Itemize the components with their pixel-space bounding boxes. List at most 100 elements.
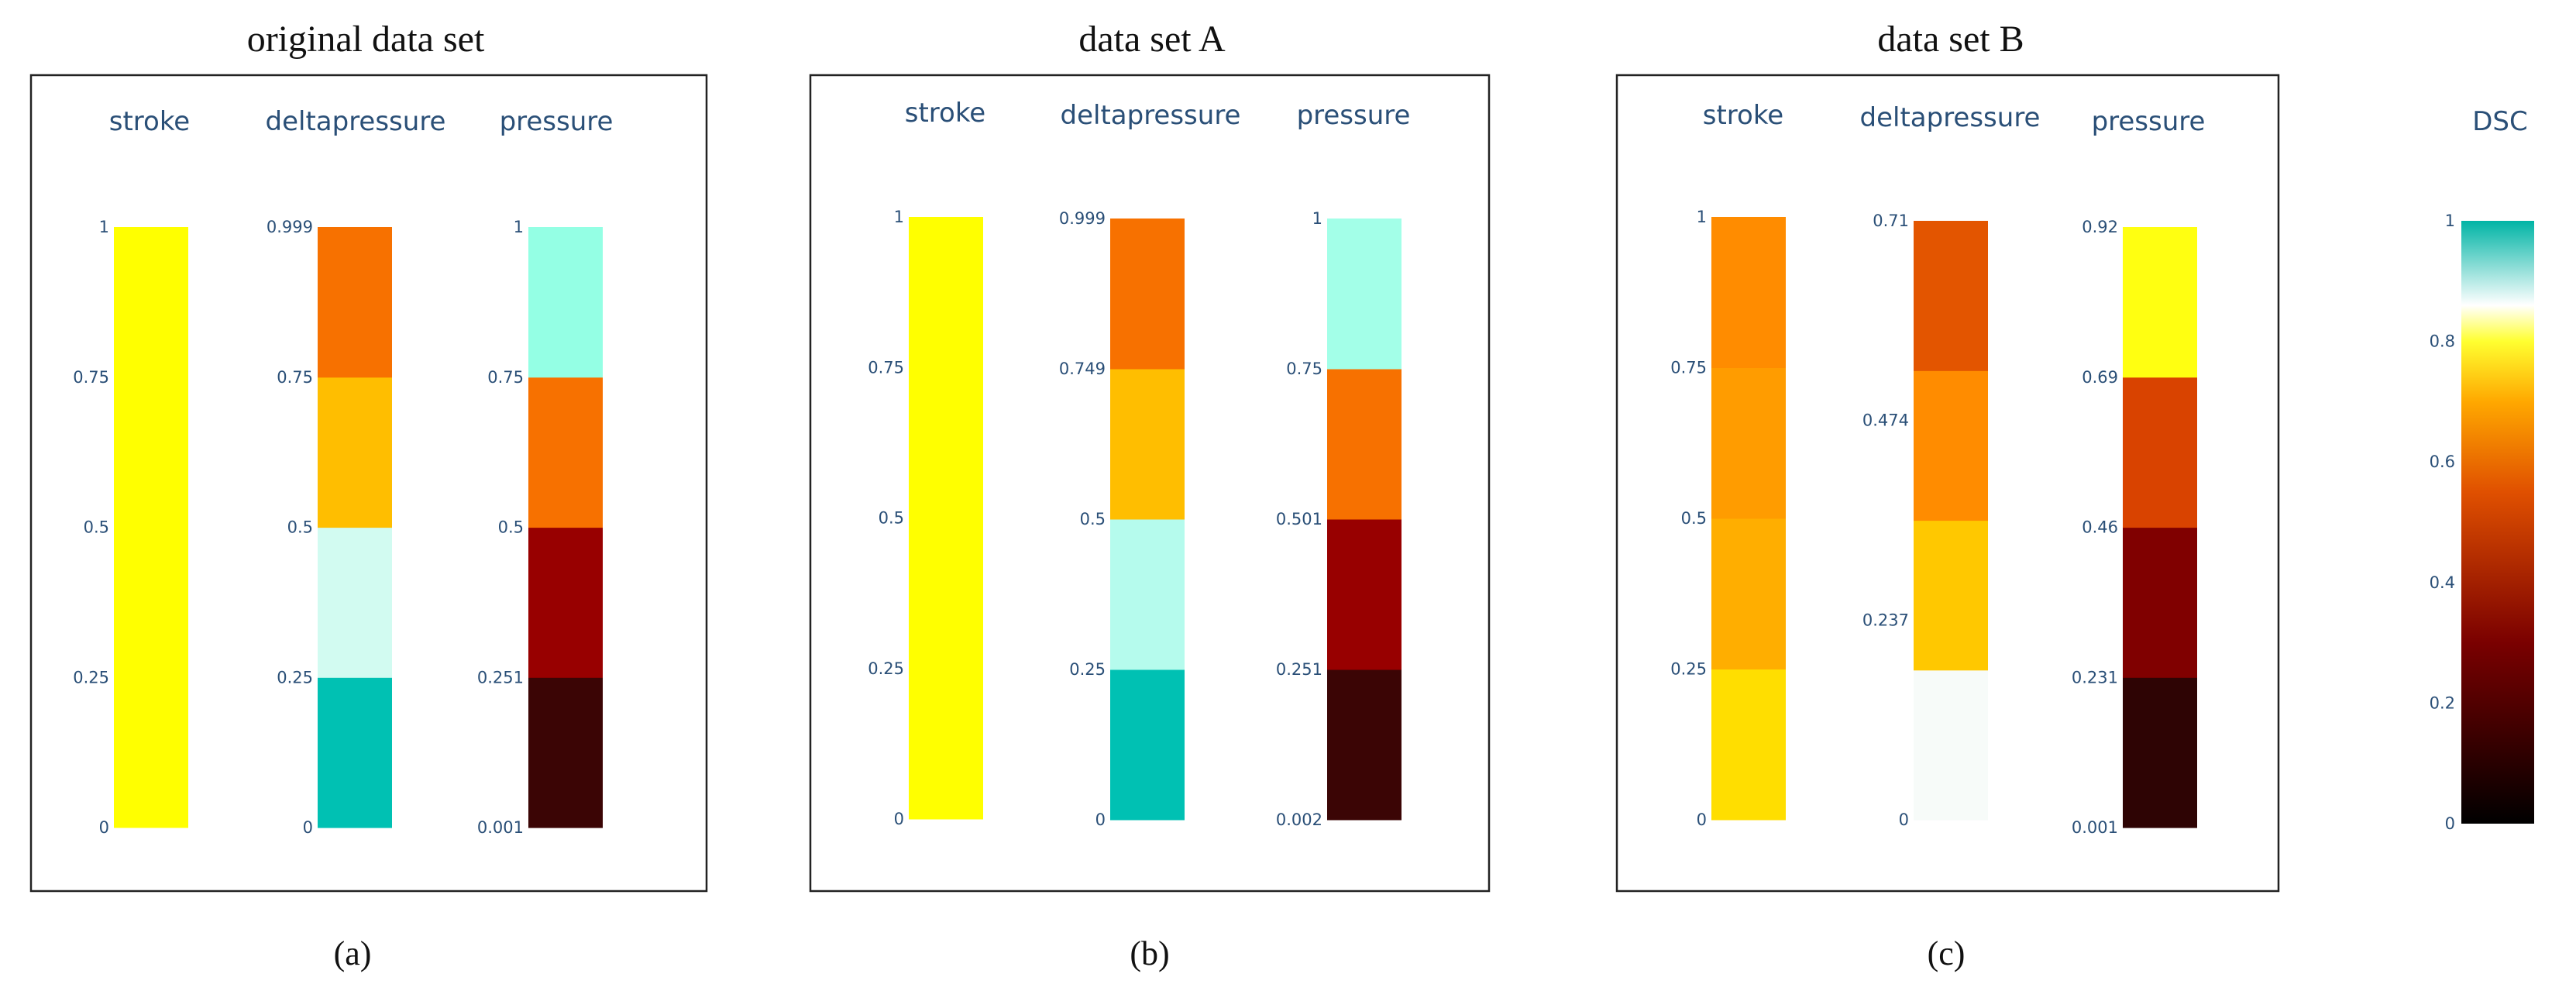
tick-label: 0.5: [498, 518, 524, 537]
tick-label: 1: [1697, 208, 1707, 226]
column-label-pressure: pressure: [2092, 106, 2206, 137]
tick-label: 0.251: [477, 668, 524, 687]
tick-label: 0: [894, 810, 904, 828]
tick-label: 0: [1095, 810, 1106, 829]
panel-title: data set A: [1078, 19, 1226, 60]
panel-frame: [1615, 74, 2280, 893]
tick-label: 0.251: [1276, 660, 1322, 679]
bar-segment-stroke-0: [1711, 669, 1786, 821]
bar-segment-deltapressure-3: [1914, 221, 1988, 371]
caption: (b): [1130, 934, 1169, 972]
tick-label: 0.999: [1059, 209, 1106, 228]
tick-label: 0.001: [2072, 818, 2118, 837]
bar-segment-pressure-0: [528, 677, 603, 828]
tick-label: 0.25: [1670, 660, 1707, 679]
tick-label: 0.75: [277, 368, 313, 387]
tick-label: 0.75: [1670, 359, 1707, 377]
tick-label: 0.75: [1286, 360, 1322, 378]
tick-label: 1: [99, 218, 109, 236]
bar-segment-pressure-1: [1327, 519, 1401, 670]
tick-label: 0.231: [2072, 668, 2118, 687]
column-label-stroke: stroke: [905, 98, 985, 129]
bar-segment-pressure-2: [1327, 369, 1401, 520]
bar-segment-pressure-0: [1327, 669, 1401, 821]
tick-label: 0.25: [73, 668, 109, 687]
tick-label: 0.001: [477, 818, 524, 837]
colorbar-tick-label: 1: [2445, 212, 2455, 230]
tick-label: 0: [1697, 810, 1707, 829]
panel-data-set-b: data set B stroke deltapressure pressure…: [1615, 19, 2280, 972]
colorbar-tick-label: 0.6: [2430, 453, 2455, 471]
tick-label: 0: [99, 818, 109, 837]
caption: (c): [1928, 934, 1966, 972]
bar-segment-deltapressure-0: [1914, 669, 1988, 821]
bar-segment-deltapressure-3: [318, 227, 392, 378]
column-label-stroke: stroke: [109, 106, 190, 137]
bar-segment-pressure-0: [2123, 677, 2197, 828]
tick-label: 0.5: [1080, 510, 1106, 528]
colorbar-title: DSC: [2472, 106, 2528, 137]
bar-segment-stroke-2: [1711, 367, 1786, 519]
tick-label: 0.75: [487, 368, 524, 387]
column-label-deltapressure: deltapressure: [1061, 100, 1241, 131]
tick-label: 1: [894, 208, 904, 226]
bar-segment-pressure-1: [528, 527, 603, 678]
bar-segment-stroke-1: [1711, 518, 1786, 669]
panel-data-set-a: data set A stroke deltapressure pressure…: [809, 19, 1491, 972]
tick-label: 0.25: [1069, 660, 1106, 679]
bar-segment-deltapressure-2: [1110, 369, 1185, 520]
bar-segment-stroke-3: [1711, 217, 1786, 368]
tick-label: 0.5: [287, 518, 313, 537]
tick-label: 0.46: [2082, 518, 2118, 537]
tick-label: 0.474: [1862, 411, 1909, 430]
tick-label: 0.5: [1681, 509, 1707, 528]
colorbar-gradient: [2461, 221, 2534, 824]
panel-frame: [809, 74, 1491, 893]
tick-label: 0.501: [1276, 510, 1322, 528]
bar-segment-deltapressure-1: [1914, 520, 1988, 671]
colorbar-tick-label: 0.8: [2430, 332, 2455, 351]
colorbar-tick-label: 0: [2445, 814, 2455, 833]
tick-label: 0.25: [277, 668, 313, 687]
bar-segment-deltapressure-2: [1914, 370, 1988, 521]
bar-segment-deltapressure-1: [318, 527, 392, 678]
tick-label: 0.5: [84, 518, 109, 537]
tick-label: 0.92: [2082, 218, 2118, 236]
panel-original: original data set stroke deltapressure p…: [29, 19, 708, 972]
bar-segment-pressure-1: [2123, 527, 2197, 678]
panel-frame: [29, 74, 708, 893]
tick-label: 0: [1899, 810, 1909, 829]
tick-label: 0.749: [1059, 360, 1106, 378]
tick-label: 1: [514, 218, 524, 236]
tick-label: 0.5: [879, 509, 904, 528]
tick-label: 0.75: [868, 358, 904, 377]
bar-segment-stroke-0: [909, 217, 983, 820]
bar-segment-deltapressure-2: [318, 377, 392, 528]
tick-label: 0.002: [1276, 810, 1322, 829]
panel-title: original data set: [247, 19, 485, 60]
column-label-deltapressure: deltapressure: [1860, 102, 2041, 133]
bar-segment-deltapressure-1: [1110, 519, 1185, 670]
colorbar-tick-label: 0.2: [2430, 693, 2455, 712]
tick-label: 0.69: [2082, 368, 2118, 387]
dsc-colorbar: DSC 1 0.8 0.6 0.4 0.2 0: [2430, 106, 2534, 833]
tick-label: 0.999: [267, 218, 313, 236]
bar-segment-stroke-0: [114, 227, 188, 828]
bar-segment-pressure-3: [528, 227, 603, 378]
tick-label: 0.25: [868, 659, 904, 678]
column-label-pressure: pressure: [1297, 100, 1411, 131]
tick-label: 1: [1312, 209, 1322, 228]
bar-segment-deltapressure-0: [318, 677, 392, 828]
column-label-stroke: stroke: [1703, 100, 1783, 131]
caption: (a): [334, 934, 372, 972]
bar-segment-deltapressure-0: [1110, 669, 1185, 821]
bar-segment-pressure-3: [2123, 227, 2197, 378]
tick-label: 0.237: [1862, 611, 1909, 629]
panel-title: data set B: [1877, 19, 2024, 60]
tick-label: 0.75: [73, 368, 109, 387]
bar-segment-pressure-3: [1327, 219, 1401, 370]
column-label-pressure: pressure: [500, 106, 614, 137]
column-label-deltapressure: deltapressure: [266, 106, 446, 137]
bar-segment-pressure-2: [528, 377, 603, 528]
